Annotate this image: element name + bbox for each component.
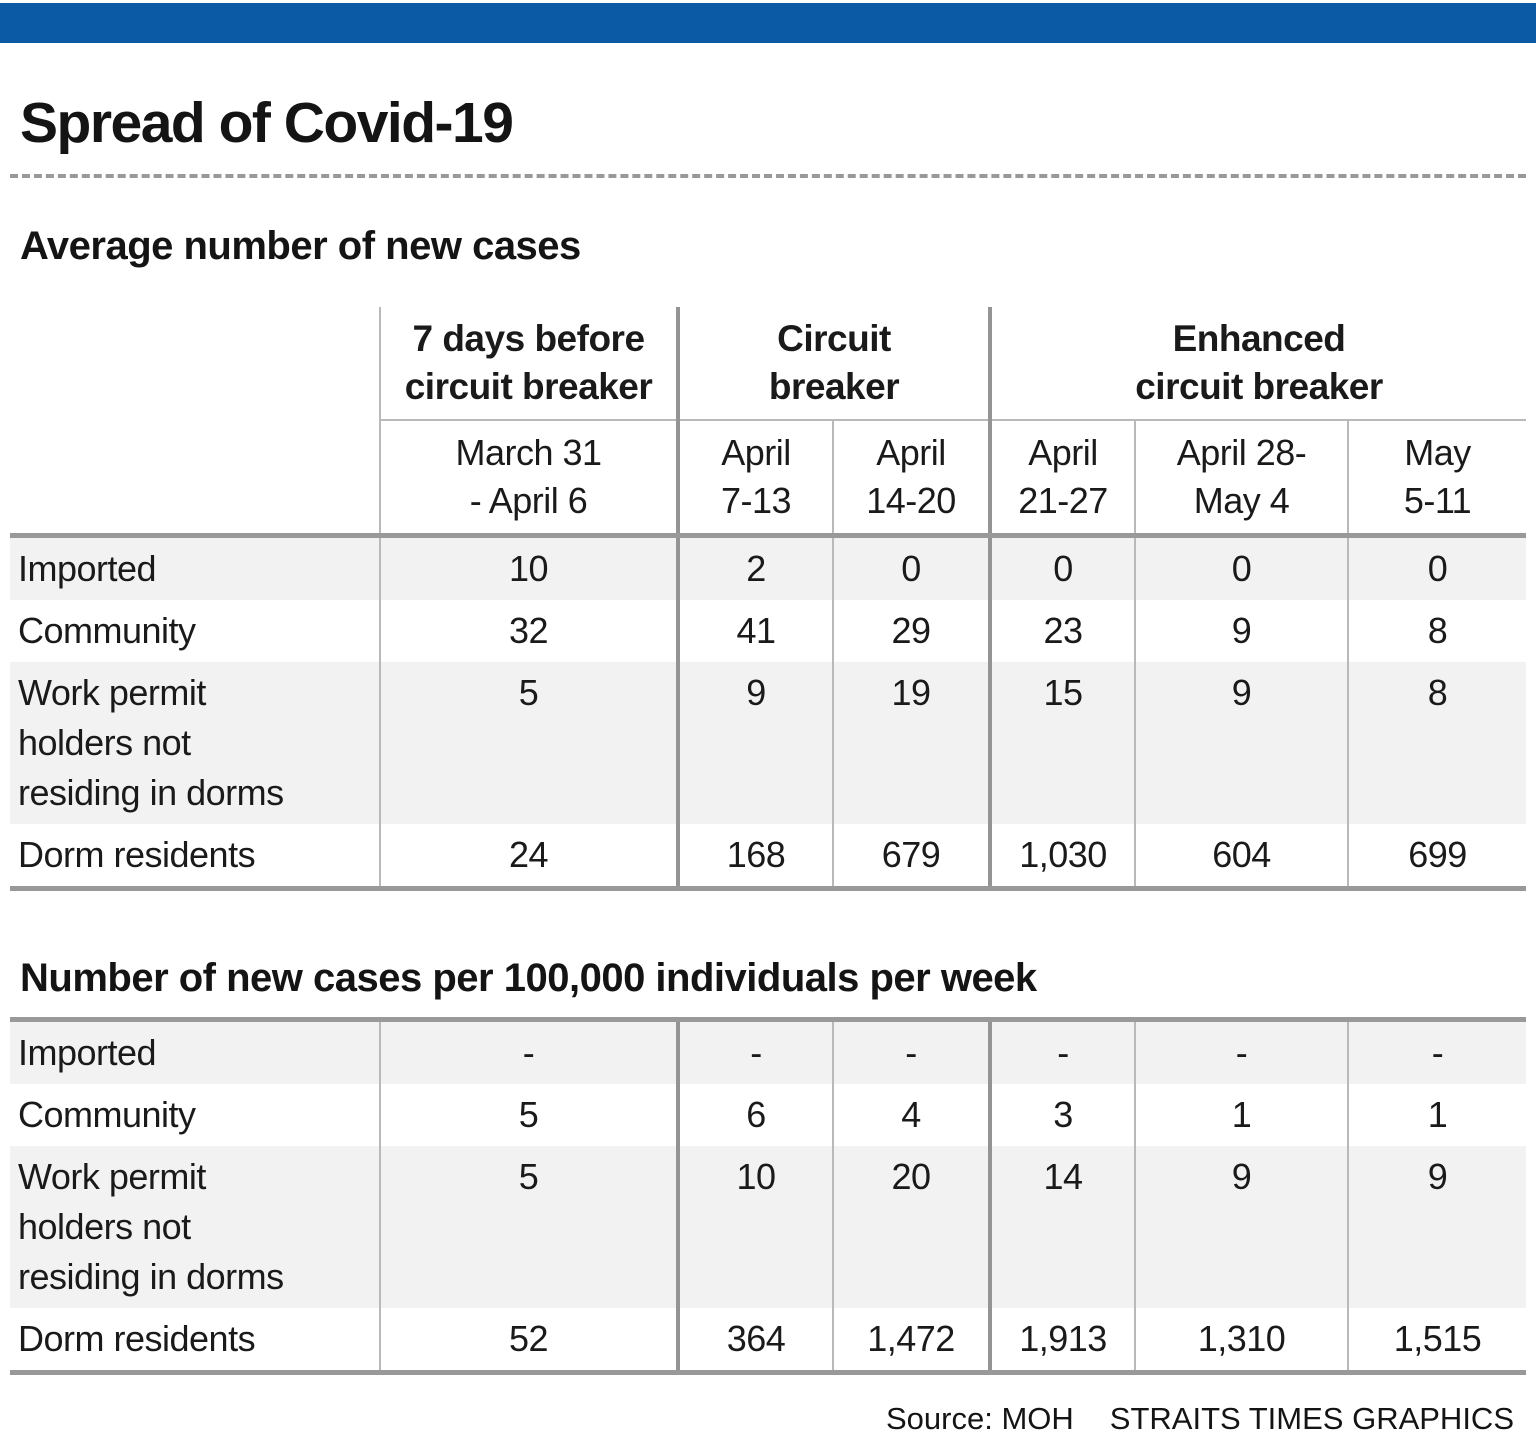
value-cell: 4 — [832, 1084, 990, 1146]
value-cell: 9 — [1347, 1146, 1526, 1308]
value-cell: 15 — [988, 662, 1135, 824]
value-cell: 0 — [832, 535, 990, 600]
value-cell: 24 — [379, 824, 678, 891]
group-header-circuit-breaker: Circuit breaker — [676, 307, 990, 421]
infographic-page: Spread of Covid-19 Average number of new… — [0, 3, 1536, 1437]
value-cell: 3 — [988, 1084, 1135, 1146]
row-label: Work permit holders not residing in dorm… — [18, 672, 284, 813]
value-cell: 9 — [676, 662, 833, 824]
value-cell: 2 — [676, 535, 833, 600]
table-row: Dorm residents 52 364 1,472 1,913 1,310 1,515 — [10, 1308, 1526, 1375]
value-cell: 1,310 — [1134, 1308, 1348, 1375]
period-header: April 14-20 — [832, 420, 990, 538]
group-header-before-cb: 7 days before circuit breaker — [379, 307, 678, 421]
period-header: May 5-11 — [1346, 420, 1527, 538]
value-cell: 1,515 — [1347, 1308, 1526, 1375]
page-title: Spread of Covid-19 — [20, 91, 514, 155]
value-cell: 9 — [1134, 662, 1348, 824]
value-cell: 168 — [676, 824, 833, 891]
table-cases-per-100k: Imported - - - - - - Community 5 6 4 3 1 1 Work permit… — [10, 1017, 1526, 1375]
value-cell: 23 — [988, 600, 1135, 662]
group-header-enhanced-cb: Enhanced circuit breaker — [987, 307, 1527, 421]
value-cell: - — [379, 1017, 678, 1084]
value-cell: 1,030 — [988, 824, 1135, 891]
table-row: Imported - - - - - - — [10, 1017, 1526, 1084]
row-label: Dorm residents — [10, 824, 380, 891]
value-cell: 0 — [988, 535, 1135, 600]
dashed-divider — [10, 174, 1526, 178]
period-header: April 28- May 4 — [1134, 420, 1348, 538]
value-cell: 1,472 — [832, 1308, 990, 1375]
source-row: Source: MOH STRAITS TIMES GRAPHICS — [10, 1401, 1514, 1437]
masthead-bar — [0, 3, 1536, 43]
value-cell: 0 — [1134, 535, 1348, 600]
section-heading-per-100k: Number of new cases per 100,000 individu… — [20, 956, 1037, 1000]
value-cell: 52 — [379, 1308, 678, 1375]
value-cell: 1 — [1134, 1084, 1348, 1146]
value-cell: - — [832, 1017, 990, 1084]
table-average-new-cases: 7 days before circuit breaker Circuit br… — [10, 307, 1527, 891]
empty-header-cell — [10, 307, 380, 420]
source-label: Source: MOH — [886, 1401, 1074, 1436]
value-cell: 5 — [379, 662, 678, 824]
value-cell: 41 — [676, 600, 833, 662]
value-cell: 10 — [676, 1146, 833, 1308]
empty-header-cell — [10, 420, 380, 538]
value-cell: 5 — [379, 1146, 678, 1308]
row-label: Imported — [18, 548, 157, 589]
value-cell: 9 — [1134, 1146, 1348, 1308]
row-label: Work permit holders not residing in dorm… — [18, 1156, 284, 1297]
value-cell: - — [988, 1017, 1135, 1084]
table-body-average: Imported 10 2 0 0 0 0 Community 32 41 29 23 9 8 Work p… — [10, 535, 1527, 891]
value-cell: 604 — [1134, 824, 1348, 891]
value-cell: 364 — [676, 1308, 833, 1375]
period-header-row: March 31 - April 6 April 7-13 April 14-2… — [10, 420, 1527, 538]
section-heading-average-cases: Average number of new cases — [20, 224, 581, 268]
value-cell: 32 — [379, 600, 678, 662]
value-cell: 1 — [1347, 1084, 1526, 1146]
value-cell: 19 — [832, 662, 990, 824]
period-header: April 21-27 — [988, 420, 1135, 538]
row-label: Dorm residents — [10, 1308, 380, 1375]
value-cell: - — [676, 1017, 833, 1084]
value-cell: 10 — [379, 535, 678, 600]
value-cell: 699 — [1346, 824, 1527, 891]
table-row: Community 32 41 29 23 9 8 — [10, 600, 1527, 662]
value-cell: 1,913 — [988, 1308, 1135, 1375]
value-cell: - — [1134, 1017, 1348, 1084]
value-cell: 9 — [1134, 600, 1348, 662]
value-cell: 6 — [676, 1084, 833, 1146]
table-row: Imported 10 2 0 0 0 0 — [10, 535, 1527, 600]
table-row: Community 5 6 4 3 1 1 — [10, 1084, 1526, 1146]
value-cell: 20 — [832, 1146, 990, 1308]
table-row: Work permit holders not residing in dorm… — [10, 662, 1527, 824]
value-cell: 29 — [832, 600, 990, 662]
row-label: Imported — [10, 1017, 380, 1084]
period-header: April 7-13 — [676, 420, 833, 538]
value-cell: 5 — [379, 1084, 678, 1146]
table-row: Work permit holders not residing in dorm… — [10, 1146, 1526, 1308]
value-cell: 8 — [1346, 600, 1527, 662]
value-cell: 0 — [1346, 535, 1527, 600]
period-header: March 31 - April 6 — [379, 420, 678, 538]
row-label: Community — [18, 1094, 196, 1135]
credit-label: STRAITS TIMES GRAPHICS — [1109, 1401, 1514, 1436]
value-cell: - — [1347, 1017, 1526, 1084]
table-row: Dorm residents 24 168 679 1,030 604 699 — [10, 824, 1527, 891]
row-label: Community — [18, 610, 196, 651]
value-cell: 679 — [832, 824, 990, 891]
group-header-row: 7 days before circuit breaker Circuit br… — [10, 307, 1527, 421]
table-body-per-100k: Imported - - - - - - Community 5 6 4 3 1 1 Work permit… — [10, 1017, 1526, 1375]
value-cell: 8 — [1346, 662, 1527, 824]
value-cell: 14 — [988, 1146, 1135, 1308]
